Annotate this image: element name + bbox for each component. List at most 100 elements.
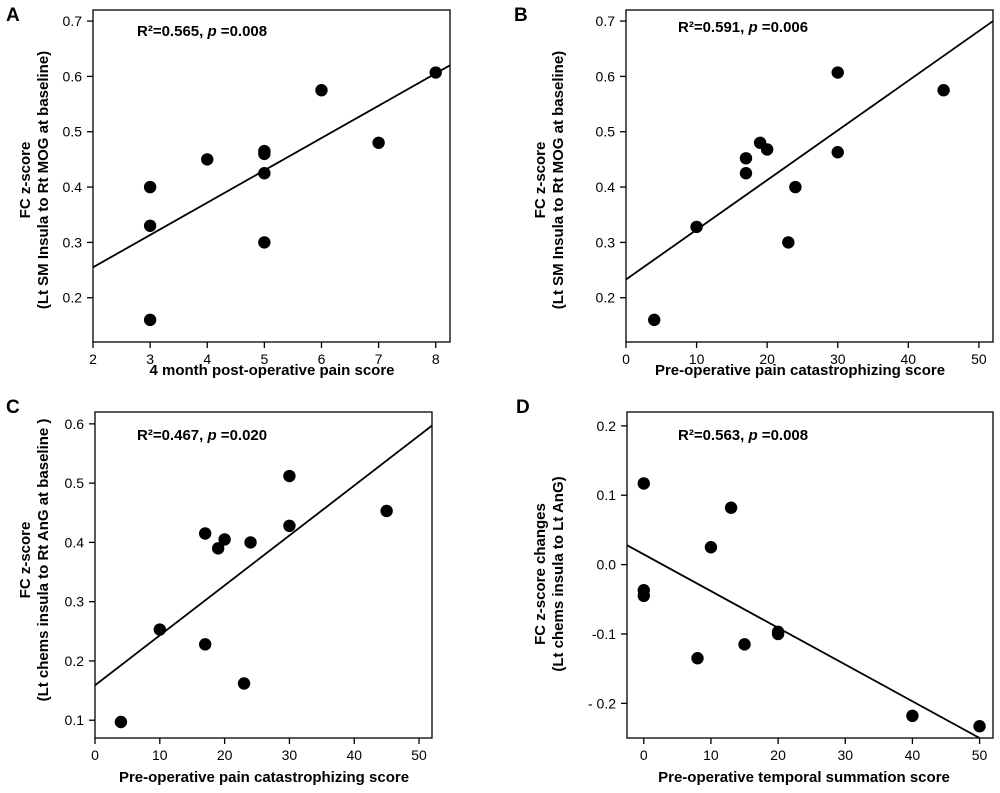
data-point [906,709,919,723]
y-tick-label: 0.3 [596,234,616,250]
y-tick-label: 0.2 [63,290,83,306]
data-point [380,504,393,518]
stat-annotation: R²=0.565, p =0.008 [137,23,267,40]
x-axis-title: Pre-operative pain catastrophizing score [655,362,945,379]
plot-frame [92,9,451,343]
y-axis-title-line1: FC z-score changes [532,503,549,645]
x-axis-title: Pre-operative temporal summation score [658,769,950,786]
panel-label: B [514,5,528,26]
y-axis-title-line1: FC z-score [17,142,34,219]
data-point [973,720,986,733]
y-tick-label: 0.4 [596,179,616,195]
data-point [143,219,157,232]
data-point [114,715,128,729]
r2-text: R²=0.467, [137,427,207,444]
y-axis-title-line2: (Lt chems insula to Lt AnG) [550,476,567,671]
y-tick-label: 0.1 [65,712,85,728]
data-point [738,638,751,651]
r2-text: R²=0.563, [678,427,748,444]
data-point [143,180,157,194]
x-tick-label: 6 [318,351,326,367]
data-point [244,536,257,549]
x-tick-label: 3 [146,351,154,367]
x-tick-label: 20 [759,351,775,367]
data-point [211,542,225,555]
data-point [198,527,212,540]
y-tick-label: 0.2 [596,290,616,306]
y-tick-label: 0.7 [63,13,83,29]
y-tick-label: 0.6 [63,68,83,84]
p-value: =0.008 [758,427,808,444]
stat-annotation: R²=0.591, p =0.006 [678,19,808,36]
x-tick-label: 50 [411,747,427,763]
data-point [218,533,231,546]
data-point [739,167,753,180]
y-tick-label: 0.2 [597,418,617,434]
data-point [771,627,785,641]
panel-c: C R²=0.467, p =0.020 FC z-score (Lt chem… [6,397,433,786]
plot-frame [626,411,994,739]
panel-d: D R²=0.563, p =0.008 FC z-score changes … [516,397,994,786]
x-tick-label: 5 [260,351,268,367]
panel-b: B R²=0.591, p =0.006 FC z-score (Lt SM I… [514,5,994,379]
y-tick-label: -0.1 [592,626,616,642]
data-point [648,313,661,327]
data-point [831,66,844,79]
y-tick-label: 0.6 [65,416,85,432]
stat-annotation: R²=0.563, p =0.008 [678,427,808,444]
data-point [760,143,774,156]
data-point [143,313,157,327]
x-tick-label: 30 [830,351,846,367]
y-tick-label: - 0.2 [588,695,616,711]
data-point [429,66,442,79]
y-tick-label: 0.5 [596,124,616,140]
p-value: =0.008 [217,23,267,40]
stat-annotation: R²=0.467, p =0.020 [137,427,267,444]
data-point [704,541,718,554]
x-tick-label: 10 [689,351,705,367]
y-tick-label: 0.3 [63,234,83,250]
y-tick-label: 0.4 [63,179,83,195]
y-axis-title-line2: (Lt chems insula to Rt AnG at baseline ) [35,419,52,702]
panel-label: C [6,397,20,418]
regression-line [93,64,450,269]
p-value: =0.020 [217,427,267,444]
x-tick-label: 0 [640,747,648,763]
data-point [789,180,802,194]
data-point [258,144,271,158]
x-tick-label: 8 [432,351,440,367]
y-axis-title-line2: (Lt SM Insula to Rt MOG at baseline) [550,51,567,309]
r2-text: R²=0.591, [678,19,748,36]
data-point [691,652,704,665]
y-tick-label: 0.5 [65,475,85,491]
x-tick-label: 30 [837,747,853,763]
data-point [690,220,703,234]
data-point [782,236,795,249]
x-tick-label: 30 [282,747,298,763]
x-tick-label: 20 [217,747,233,763]
data-point [937,84,950,97]
x-tick-label: 40 [346,747,362,763]
panel-label: A [6,5,20,26]
data-point [258,167,271,180]
y-axis-title-line2: (Lt SM Insula to Rt MOG at baseline) [35,51,52,309]
y-tick-label: 0.6 [596,68,616,84]
x-tick-label: 40 [905,747,921,763]
x-tick-label: 2 [89,351,97,367]
data-point [153,623,167,636]
x-tick-label: 40 [901,351,917,367]
p-symbol: p [747,427,757,444]
x-tick-label: 10 [703,747,719,763]
y-tick-label: 0.2 [65,653,85,669]
data-point [831,146,844,159]
data-point [637,589,650,603]
x-tick-label: 4 [203,351,211,367]
data-point [283,469,296,483]
data-point [201,153,214,166]
y-tick-label: 0.3 [65,594,85,610]
regression-line [627,544,981,738]
x-tick-label: 20 [770,747,786,763]
data-point [724,501,738,514]
data-point [198,638,212,651]
y-tick-label: 0.0 [597,557,617,573]
